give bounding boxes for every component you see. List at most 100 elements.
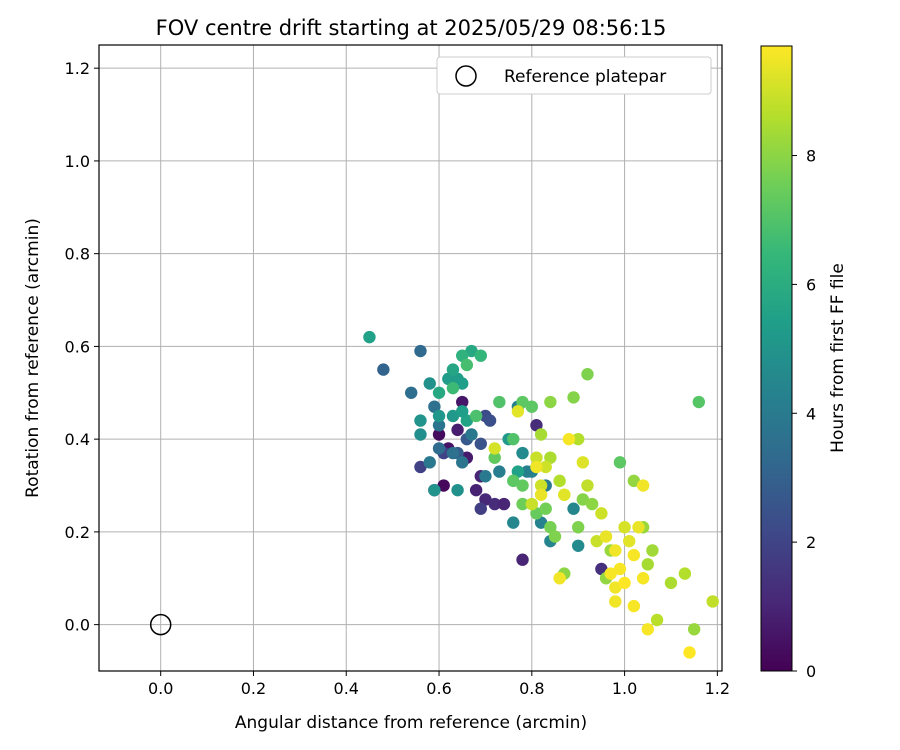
data-point xyxy=(553,474,566,488)
data-point xyxy=(488,442,501,455)
data-point xyxy=(539,460,552,474)
data-point xyxy=(446,409,460,423)
plot-frame xyxy=(98,44,723,672)
data-point xyxy=(414,414,427,427)
data-point xyxy=(534,428,548,441)
data-point xyxy=(525,400,539,413)
data-point xyxy=(451,483,464,497)
data-point xyxy=(516,497,529,511)
x-tick-label: 0.8 xyxy=(519,679,544,698)
data-point xyxy=(507,474,520,488)
chart-title: FOV centre drift starting at 2025/05/29 … xyxy=(156,16,667,40)
data-point xyxy=(632,521,645,534)
data-point xyxy=(534,488,548,501)
colorbar: 0 2 4 6 8 Hours from first FF file xyxy=(760,45,848,681)
data-point xyxy=(474,437,487,450)
y-tick-label: 1.0 xyxy=(65,152,90,171)
data-point xyxy=(613,562,627,576)
data-point xyxy=(442,372,455,386)
x-tick-label: 0.0 xyxy=(148,679,173,698)
colorbar-label: Hours from first FF file xyxy=(828,263,848,453)
data-point xyxy=(469,409,483,423)
y-tick-label: 0.8 xyxy=(65,245,90,264)
data-point xyxy=(432,409,446,423)
data-point xyxy=(474,502,487,515)
data-point xyxy=(571,539,585,552)
x-tick-label: 1.0 xyxy=(612,679,637,698)
y-tick-label: 0.2 xyxy=(65,523,90,542)
data-point xyxy=(525,497,539,511)
data-point xyxy=(474,349,487,362)
data-point xyxy=(511,465,525,478)
data-point xyxy=(641,623,654,636)
y-tick-label: 0.6 xyxy=(65,337,90,356)
data-point xyxy=(460,414,474,427)
data-point xyxy=(456,456,469,469)
data-point xyxy=(511,405,525,418)
data-point xyxy=(414,344,427,358)
data-point xyxy=(530,419,543,432)
data-point xyxy=(404,386,418,399)
data-point xyxy=(650,613,664,627)
data-point xyxy=(534,479,548,492)
data-point xyxy=(636,572,650,585)
data-point xyxy=(507,516,520,529)
data-point xyxy=(613,456,627,469)
x-axis-label: Angular distance from reference (arcmin) xyxy=(235,713,587,733)
data-point xyxy=(618,576,631,590)
data-point xyxy=(571,521,585,534)
data-point xyxy=(446,446,460,460)
data-point xyxy=(627,474,641,488)
data-point xyxy=(687,623,701,636)
data-point xyxy=(627,599,641,613)
legend-open-circle-marker xyxy=(455,65,477,87)
data-point xyxy=(678,567,692,580)
data-point xyxy=(530,460,543,474)
colorbar-tick-label: 4 xyxy=(806,404,816,423)
data-point xyxy=(544,521,557,534)
data-point xyxy=(456,377,469,390)
data-point xyxy=(558,488,571,501)
data-point xyxy=(706,595,719,608)
y-tick-label: 0.4 xyxy=(65,430,90,449)
colorbar-gradient xyxy=(760,45,793,672)
data-point xyxy=(363,330,376,344)
data-point xyxy=(609,581,622,594)
data-point xyxy=(483,414,497,427)
reference-marker xyxy=(149,613,172,636)
data-point xyxy=(414,460,427,474)
data-point xyxy=(618,521,631,534)
data-point xyxy=(548,530,562,543)
data-point xyxy=(493,395,506,409)
data-point xyxy=(432,386,446,399)
x-tick-label: 0.4 xyxy=(334,679,359,698)
data-point xyxy=(604,567,617,580)
y-tick-label: 0.0 xyxy=(65,616,90,635)
data-point xyxy=(446,381,460,395)
data-point xyxy=(469,483,483,497)
data-point xyxy=(456,395,469,409)
legend-box xyxy=(436,56,712,95)
data-point xyxy=(623,534,636,548)
data-point xyxy=(609,595,622,608)
data-point xyxy=(595,562,608,576)
data-point xyxy=(553,572,566,585)
data-point xyxy=(516,446,529,460)
data-point xyxy=(465,344,478,358)
data-point xyxy=(567,502,580,515)
data-point xyxy=(460,358,474,372)
legend: Reference platepar xyxy=(436,56,712,95)
data-point xyxy=(465,428,478,441)
y-axis-label: Rotation from reference (arcmin) xyxy=(23,218,43,498)
colorbar-tick-label: 2 xyxy=(806,533,816,552)
x-tick-label: 0.2 xyxy=(241,679,266,698)
data-point xyxy=(493,465,506,478)
data-point xyxy=(664,576,678,590)
data-point xyxy=(432,442,446,455)
data-point xyxy=(595,507,608,520)
data-point xyxy=(530,451,543,464)
colorbar-tick-label: 0 xyxy=(806,662,816,681)
colorbar-tick-label: 6 xyxy=(806,275,816,294)
data-point xyxy=(516,479,529,492)
data-point xyxy=(423,377,436,390)
